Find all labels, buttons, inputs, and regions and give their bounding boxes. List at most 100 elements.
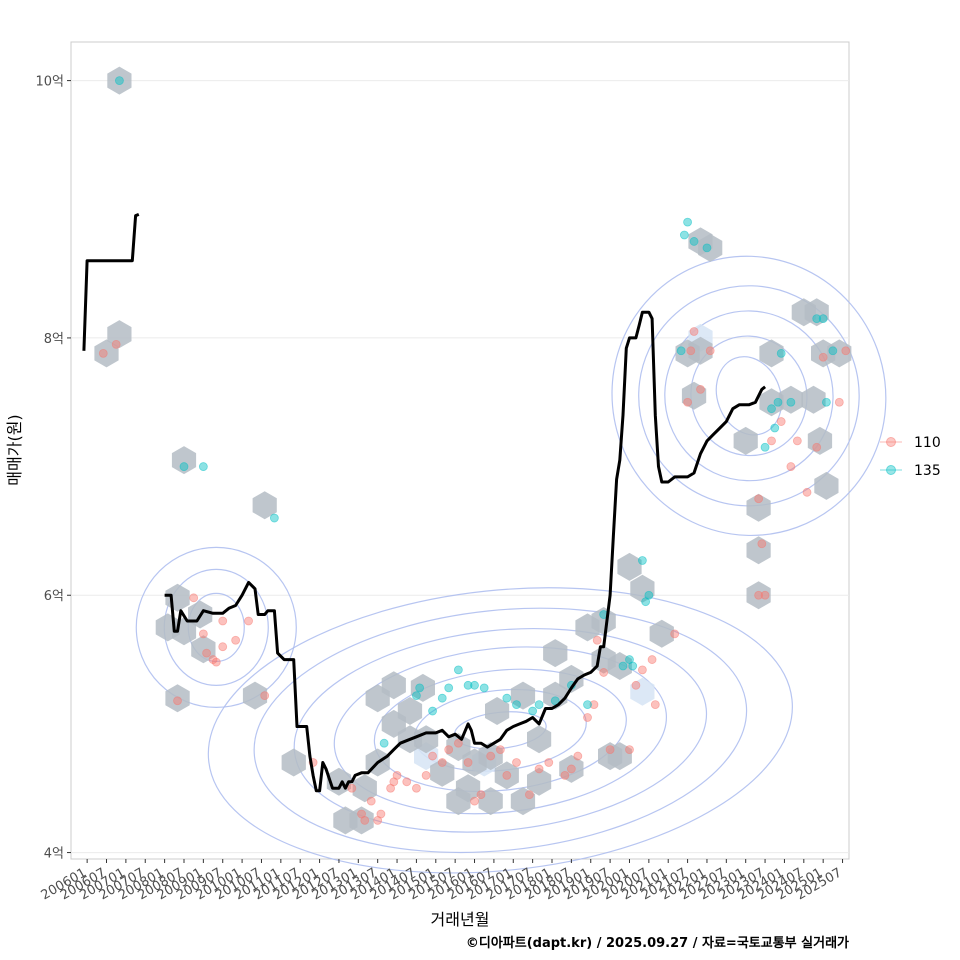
data-point-110 (767, 436, 776, 446)
data-point-110 (189, 593, 199, 603)
hex-bin (746, 536, 771, 565)
scatter-points (98, 76, 851, 825)
data-point-110 (754, 590, 764, 600)
data-point-110 (792, 436, 802, 446)
data-point-110 (512, 758, 521, 767)
hex-bin (107, 66, 132, 95)
data-point-135 (760, 442, 770, 452)
hex-bin (281, 748, 306, 777)
data-point-110 (696, 384, 705, 394)
data-point-110 (705, 346, 715, 356)
data-point-110 (444, 745, 454, 755)
data-point-110 (566, 764, 576, 774)
data-point-110 (202, 648, 211, 658)
data-point-110 (525, 790, 534, 800)
hex-bin (559, 664, 584, 693)
data-point-135 (689, 237, 699, 246)
data-point-135 (502, 693, 512, 703)
hex-bin (397, 697, 423, 725)
data-point-135 (528, 706, 538, 716)
data-point-135 (534, 700, 544, 710)
data-point-110 (347, 783, 357, 793)
hex-bin (559, 754, 584, 783)
x-axis: 2006012006072007012007072008012008072009… (39, 859, 845, 903)
data-point-110 (757, 539, 767, 549)
hex-bin (591, 607, 616, 635)
data-point-110 (470, 796, 479, 806)
y-tick-label: 4억 (44, 847, 64, 862)
data-point-135 (828, 346, 838, 356)
plot-panel (70, 41, 850, 860)
data-point-110 (402, 777, 412, 787)
data-point-135 (444, 683, 454, 693)
y-tick-label: 10억 (35, 75, 64, 90)
data-point-110 (231, 635, 241, 645)
data-point-110 (599, 668, 609, 677)
hex-bin (630, 677, 655, 706)
hex-bin (510, 787, 536, 816)
data-point-135 (822, 397, 831, 407)
y-tick-label: 6억 (44, 589, 64, 604)
hex-bin (455, 774, 481, 803)
data-point-110 (592, 635, 602, 645)
hex-bin (617, 552, 642, 581)
data-point-110 (437, 758, 447, 767)
data-point-135 (412, 691, 421, 700)
data-point-110 (625, 745, 634, 755)
hex-bin (827, 339, 852, 368)
legend-label: 135 (914, 463, 941, 479)
data-point-135 (767, 404, 776, 414)
legend-key-point (886, 465, 896, 475)
data-point-110 (637, 665, 647, 675)
data-point-110 (198, 629, 208, 639)
data-point-110 (686, 346, 696, 356)
data-point-110 (631, 680, 641, 690)
data-point-135 (463, 680, 473, 690)
x-axis-title: 거래년월 (431, 910, 490, 929)
data-point-110 (670, 629, 680, 639)
data-point-110 (218, 616, 228, 626)
data-point-110 (476, 790, 486, 800)
data-point-110 (689, 327, 699, 336)
hex-bin (527, 767, 552, 796)
data-point-110 (754, 494, 764, 504)
trend-line (82, 213, 767, 793)
hex-bin (778, 385, 803, 414)
data-point-135 (479, 683, 489, 693)
data-point-110 (776, 417, 786, 426)
data-point-110 (760, 590, 770, 600)
data-point-110 (360, 816, 370, 825)
data-point-135 (437, 693, 447, 703)
hex-bin (252, 491, 277, 520)
density-contour (253, 607, 748, 854)
hex-bin (349, 806, 374, 835)
hex-bin (746, 581, 771, 610)
hex-bin (804, 298, 829, 327)
data-point-135 (428, 706, 437, 716)
legend-key-point (886, 437, 896, 447)
data-point-110 (98, 348, 108, 358)
data-point-135 (415, 683, 425, 693)
hex-bin (759, 388, 784, 417)
density-contour (333, 646, 668, 815)
data-point-110 (560, 770, 570, 780)
density-contour (135, 546, 297, 709)
data-point-110 (841, 346, 851, 356)
hex-bin (430, 758, 455, 787)
hex-bin (733, 426, 758, 455)
data-point-110 (453, 738, 463, 748)
hex-bin (543, 639, 568, 668)
data-point-110 (647, 655, 657, 664)
caption: ©디아파트(dapt.kr) / 2025.09.27 / 자료=국토교통부 실… (466, 935, 849, 951)
trend-line-segment (164, 310, 767, 793)
data-point-110 (111, 339, 121, 349)
y-tick-label: 8억 (44, 332, 64, 347)
hex-bin (630, 574, 655, 603)
density-contour (664, 310, 834, 482)
data-point-135 (786, 397, 796, 407)
data-point-135 (550, 696, 560, 706)
data-point-110 (412, 783, 421, 793)
data-point-135 (583, 700, 592, 710)
y-axis-title: 매매가(원) (5, 414, 24, 485)
legend-label: 110 (914, 435, 941, 451)
